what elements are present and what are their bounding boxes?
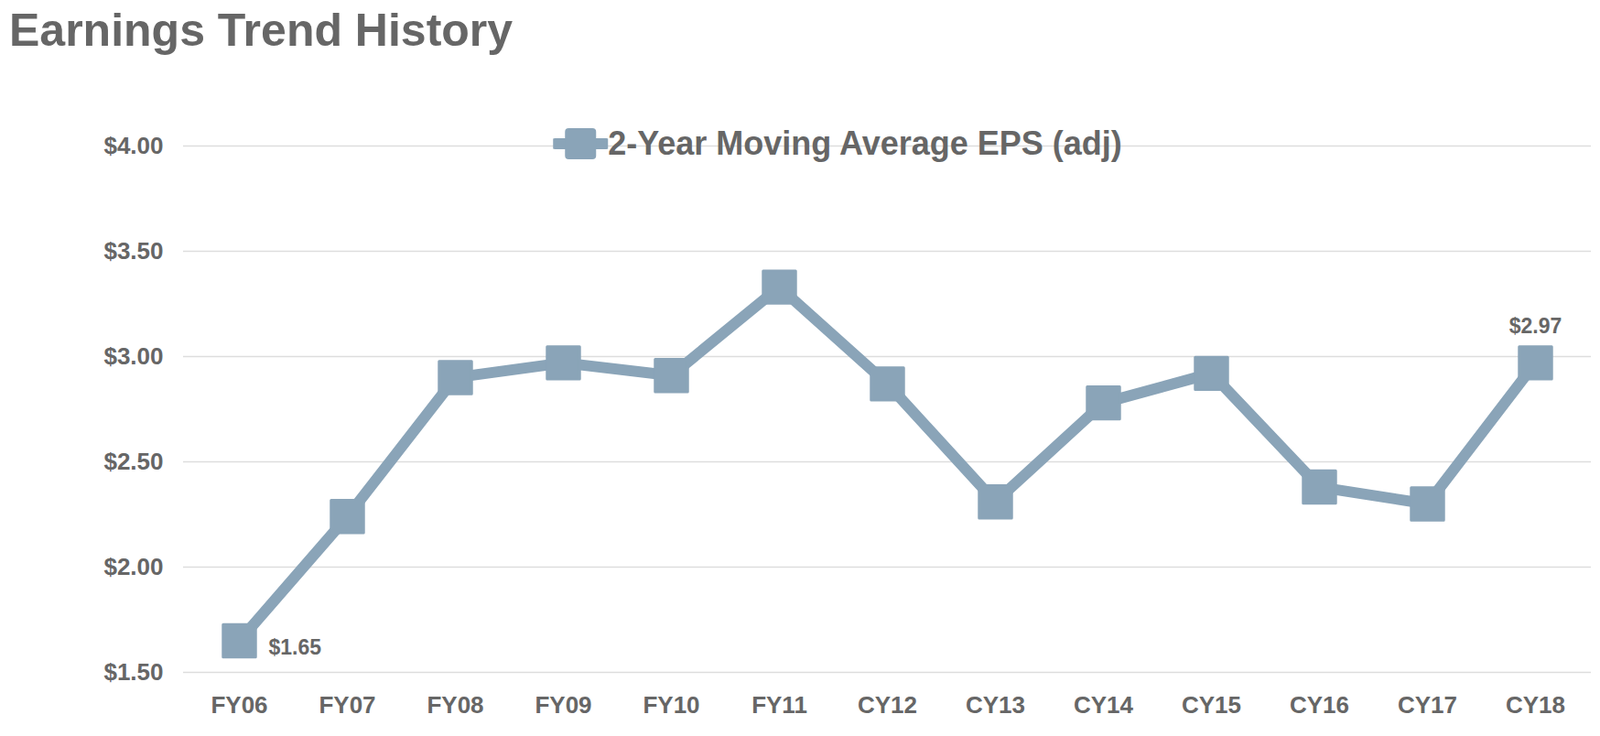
svg-text:$2.97: $2.97 [1509, 313, 1563, 338]
svg-text:$1.65: $1.65 [269, 635, 323, 660]
svg-text:$2.00: $2.00 [103, 552, 163, 581]
svg-text:$1.50: $1.50 [103, 658, 163, 686]
svg-text:CY14: CY14 [1073, 691, 1135, 719]
svg-text:CY17: CY17 [1397, 691, 1458, 719]
svg-text:CY16: CY16 [1289, 691, 1350, 719]
svg-text:CY12: CY12 [857, 691, 918, 719]
svg-text:CY18: CY18 [1505, 691, 1566, 719]
svg-text:$3.50: $3.50 [103, 237, 163, 265]
svg-text:FY10: FY10 [642, 691, 700, 719]
svg-text:FY08: FY08 [426, 691, 484, 719]
svg-text:FY07: FY07 [318, 691, 376, 719]
svg-text:CY13: CY13 [965, 691, 1026, 719]
svg-text:$2.50: $2.50 [103, 447, 163, 476]
svg-text:FY09: FY09 [534, 691, 592, 719]
html-text:Earnings Trend History: Earnings Trend History [9, 4, 513, 56]
svg-text:CY15: CY15 [1181, 691, 1242, 719]
html-text:2-Year Moving Average EPS (adj: 2-Year Moving Average EPS (adj) [607, 124, 1123, 163]
svg-text:FY11: FY11 [751, 691, 808, 719]
svg-text:FY06: FY06 [210, 691, 268, 719]
svg-text:$3.00: $3.00 [103, 342, 163, 370]
svg-text:$4.00: $4.00 [103, 131, 163, 160]
